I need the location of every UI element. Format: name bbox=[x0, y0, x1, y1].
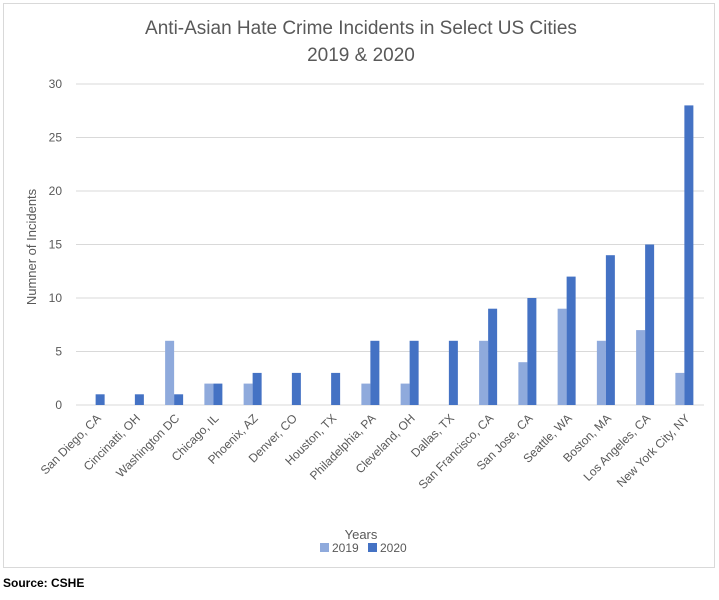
y-tick-label: 30 bbox=[49, 77, 63, 91]
bar-2020-9 bbox=[448, 340, 458, 405]
bar-2020-11 bbox=[527, 298, 537, 405]
bar-2019-8 bbox=[400, 383, 410, 405]
y-tick-label: 10 bbox=[49, 291, 63, 305]
bar-chart: Anti-Asian Hate Crime Incidents in Selec… bbox=[24, 18, 704, 555]
bar-2019-11 bbox=[518, 362, 528, 405]
bar-2019-12 bbox=[557, 308, 567, 405]
y-tick-label: 20 bbox=[49, 184, 63, 198]
chart-area: Anti-Asian Hate Crime Incidents in Selec… bbox=[3, 3, 715, 568]
bar-2019-3 bbox=[204, 383, 214, 405]
bar-2020-12 bbox=[566, 276, 576, 405]
y-tick-label: 0 bbox=[55, 398, 62, 412]
bar-2019-15 bbox=[675, 372, 685, 405]
bars bbox=[95, 105, 694, 406]
y-tick-label: 25 bbox=[49, 131, 63, 145]
y-axis-title: Numner of Incidents bbox=[24, 188, 39, 305]
bar-2020-5 bbox=[291, 372, 301, 405]
source-note: Source: CSHE bbox=[3, 576, 85, 590]
bar-2019-10 bbox=[479, 340, 489, 405]
y-axis-ticks: 0 5 10 15 20 25 30 bbox=[49, 77, 63, 412]
bar-2020-3 bbox=[213, 383, 223, 405]
bar-2019-14 bbox=[636, 330, 646, 405]
bar-2020-4 bbox=[252, 372, 262, 405]
chart-title: Anti-Asian Hate Crime Incidents in Selec… bbox=[145, 18, 577, 39]
legend-label: 2020 bbox=[380, 541, 407, 555]
bar-2020-14 bbox=[645, 244, 655, 405]
y-tick-label: 5 bbox=[55, 345, 62, 359]
x-axis-title: Years bbox=[345, 527, 378, 542]
bar-2020-6 bbox=[331, 372, 341, 405]
bar-2020-1 bbox=[134, 394, 144, 405]
bar-2019-13 bbox=[596, 340, 606, 405]
bar-2020-13 bbox=[605, 255, 615, 405]
legend-label: 2019 bbox=[332, 541, 359, 555]
bar-2020-8 bbox=[409, 340, 419, 405]
gridlines bbox=[76, 83, 704, 406]
bar-2020-10 bbox=[488, 308, 498, 405]
legend: 2019 2020 bbox=[320, 541, 407, 555]
bar-2019-2 bbox=[165, 340, 175, 405]
bar-2020-0 bbox=[95, 394, 105, 405]
legend-swatch-2019 bbox=[320, 543, 329, 552]
y-tick-label: 15 bbox=[49, 238, 63, 252]
bar-2019-7 bbox=[361, 383, 371, 405]
x-tick-label: New York City, NY bbox=[614, 411, 693, 490]
chart-subtitle: 2019 & 2020 bbox=[307, 45, 415, 66]
bar-2020-7 bbox=[370, 340, 380, 405]
bar-2020-15 bbox=[684, 105, 694, 406]
bar-2019-4 bbox=[243, 383, 253, 405]
x-tick-label: Los Angeles, CA bbox=[581, 411, 654, 484]
bar-2020-2 bbox=[174, 394, 184, 405]
legend-swatch-2020 bbox=[368, 543, 377, 552]
